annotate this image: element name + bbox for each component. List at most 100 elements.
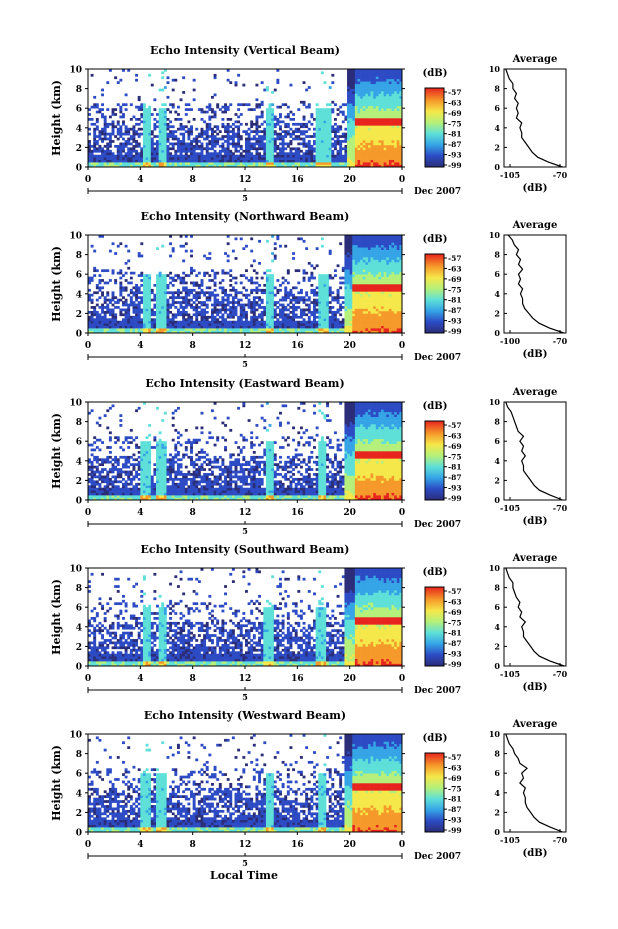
heatmap-cell [362,137,366,141]
heatmap-cell [344,308,348,312]
heatmap-cell [271,320,275,324]
heatmap-cell [373,152,377,156]
heatmap-cell [339,286,343,290]
heatmap-cell [231,328,235,331]
heatmap-cell [161,281,165,285]
heatmap-cell [294,152,298,156]
heatmap-cell [352,279,356,282]
heatmap-cell [124,162,128,165]
heatmap-cell [132,301,136,304]
heatmap-cell [239,298,243,302]
heatmap-cell [339,162,343,165]
heatmap-cell [190,125,193,129]
heatmap-cell [252,318,256,322]
heatmap-cell [336,296,340,299]
heatmap-cell [242,303,246,307]
heatmap-cell [158,162,162,165]
heatmap-cell [169,330,173,334]
heatmap-cell [326,122,330,126]
heatmap-cell [315,110,319,114]
heatmap-cell [381,98,384,102]
heatmap-cell [360,152,364,156]
heatmap-cell [263,328,267,331]
heatmap-cell [106,157,110,160]
heatmap-cell [271,330,275,334]
heatmap-cell [103,298,107,302]
heatmap-cell [93,325,97,329]
heatmap-cell [158,142,162,146]
heatmap-cell [320,318,324,322]
heatmap-cell [362,110,366,114]
heatmap-cell [122,301,125,304]
heatmap-cell [323,118,327,121]
heatmap-cell [163,137,167,141]
heatmap-cell [174,149,178,153]
heatmap-cell [150,330,154,334]
heatmap-cell [365,76,369,80]
heatmap-cell [381,159,384,163]
heatmap-cell [135,152,139,156]
heatmap-cell [381,93,384,97]
heatmap-cell [103,154,107,158]
heatmap-cell [383,291,387,295]
heatmap-cell [323,142,327,146]
heatmap-cell [148,293,152,297]
heatmap-cell [284,296,288,299]
heatmap-cell [258,325,261,329]
y-tick-label: 8 [76,85,82,95]
heatmap-cell [394,93,398,97]
heatmap-cell [383,78,387,82]
heatmap-cell [166,118,170,121]
heatmap-cell [352,132,356,136]
heatmap-cell [349,237,353,241]
heatmap-cell [140,132,144,136]
heatmap-cell [145,291,149,295]
heatmap-cell [357,286,361,290]
heatmap-cell [381,130,384,133]
heatmap-cell [344,118,348,121]
heatmap-cell [360,154,364,158]
heatmap-cell [231,276,235,280]
heatmap-cell [200,132,204,136]
heatmap-cell [302,81,306,84]
heatmap-cell [365,318,369,322]
heatmap-cell [216,330,220,334]
heatmap-cell [145,296,149,299]
heatmap-cell [265,157,269,160]
heatmap-cell [297,328,301,331]
heatmap-cell [158,110,162,114]
heatmap-cell [184,313,188,317]
heatmap-cell [135,320,139,324]
heatmap-cell [302,118,306,121]
heatmap-cell [375,274,379,277]
colorbar-tick-label: -93 [448,151,462,160]
heatmap-cell [297,142,301,146]
heatmap-cell [373,298,377,302]
heatmap-cell [271,149,275,153]
heatmap-cell [347,127,350,131]
heatmap-cell [292,159,296,163]
heatmap-cell [375,86,379,89]
heatmap-cell [383,71,387,75]
heatmap-cell [354,235,358,238]
heatmap-cell [375,71,379,75]
heatmap-cell [119,271,123,275]
heatmap-cell [381,279,384,282]
average-y-tick-label: 6 [494,103,500,113]
heatmap-cell [289,140,293,143]
heatmap-cell [150,154,154,158]
heatmap-cell [103,296,107,299]
heatmap-cell [318,149,322,153]
heatmap-cell [373,306,377,309]
heatmap-cell [378,306,382,309]
heatmap-cell [163,279,167,282]
heatmap-cell [323,164,327,168]
heatmap-cell [239,137,243,141]
heatmap-cell [362,127,366,131]
heatmap-cell [331,130,335,133]
heatmap-cell [378,237,382,241]
heatmap-cell [124,298,128,302]
heatmap-cell [142,284,146,287]
heatmap-cell [323,296,327,299]
heatmap-cell [365,310,369,314]
